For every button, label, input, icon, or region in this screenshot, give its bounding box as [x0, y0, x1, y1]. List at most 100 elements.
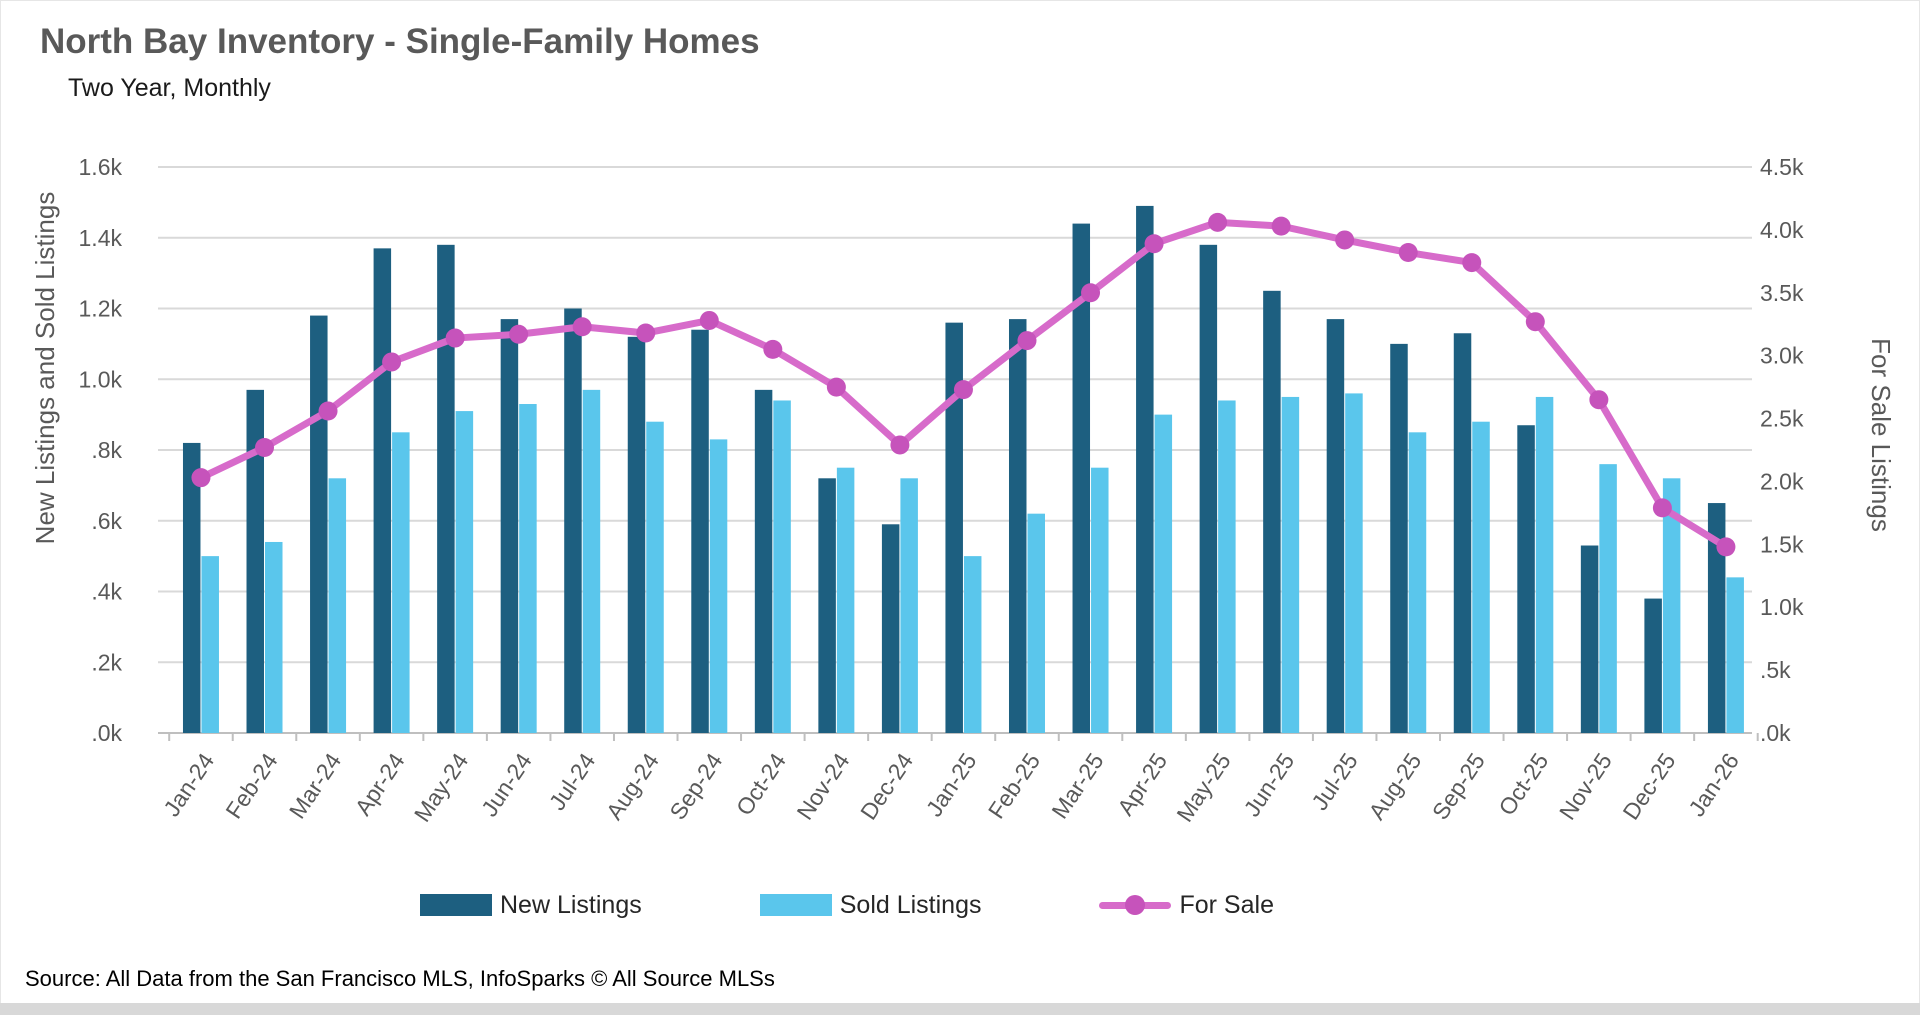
- sold-listings-swatch-icon: [759, 894, 832, 916]
- bar-new-listings-Apr-25[interactable]: [1136, 205, 1154, 734]
- bar-new-listings-Oct-24[interactable]: [754, 389, 773, 733]
- x-axis-label-Aug-25: Aug-25: [1363, 748, 1426, 824]
- for-sale-point-Jun-25[interactable]: [1271, 216, 1291, 236]
- for-sale-point-May-25[interactable]: [1208, 212, 1228, 232]
- x-axis-label-Aug-24: Aug-24: [601, 748, 664, 824]
- for-sale-point-Sep-24[interactable]: [699, 310, 719, 330]
- right-axis-tick-label: 1.5k: [1760, 531, 1804, 557]
- bar-sold-listings-Sep-25[interactable]: [1472, 421, 1490, 733]
- bar-sold-listings-Apr-25[interactable]: [1154, 414, 1173, 733]
- for-sale-point-Aug-24[interactable]: [636, 323, 656, 343]
- bar-sold-listings-Nov-24[interactable]: [836, 467, 855, 733]
- bar-sold-listings-Feb-24[interactable]: [265, 541, 283, 733]
- bar-new-listings-Mar-25[interactable]: [1072, 223, 1091, 733]
- left-axis-tick-label: .2k: [91, 649, 122, 675]
- bar-new-listings-Dec-24[interactable]: [881, 524, 900, 733]
- bar-new-listings-Sep-24[interactable]: [691, 329, 709, 733]
- left-axis-tick-label: 1.4k: [79, 225, 123, 251]
- for-sale-point-Jul-25[interactable]: [1335, 230, 1355, 250]
- legend-label-for-sale: For Sale: [1179, 890, 1274, 919]
- bar-new-listings-May-25[interactable]: [1199, 244, 1218, 733]
- bar-sold-listings-Feb-25[interactable]: [1027, 513, 1045, 733]
- bar-new-listings-Jan-24[interactable]: [182, 442, 201, 733]
- bar-sold-listings-Mar-25[interactable]: [1091, 467, 1109, 733]
- for-sale-point-Oct-25[interactable]: [1525, 312, 1545, 332]
- bar-sold-listings-Dec-25[interactable]: [1662, 478, 1681, 733]
- legend-item-for-sale[interactable]: For Sale: [1099, 890, 1274, 920]
- left-axis-title: New Listings and Sold Listings: [30, 192, 60, 545]
- x-axis-label-Oct-24: Oct-24: [731, 748, 791, 820]
- bar-sold-listings-Jan-25[interactable]: [963, 556, 982, 733]
- left-axis-tick-label: .4k: [91, 579, 122, 605]
- x-axis-label-Nov-24: Nov-24: [791, 748, 854, 824]
- bar-new-listings-Apr-24[interactable]: [373, 248, 392, 734]
- bar-new-listings-Nov-24[interactable]: [818, 478, 836, 733]
- bar-sold-listings-Jan-24[interactable]: [201, 556, 219, 733]
- for-sale-point-Mar-25[interactable]: [1081, 283, 1101, 303]
- bar-sold-listings-Jun-25[interactable]: [1281, 396, 1300, 733]
- for-sale-point-Dec-25[interactable]: [1652, 498, 1672, 518]
- bar-sold-listings-May-25[interactable]: [1218, 400, 1236, 733]
- for-sale-point-Aug-25[interactable]: [1398, 243, 1418, 263]
- for-sale-point-Jan-24[interactable]: [191, 468, 211, 488]
- for-sale-point-Feb-24[interactable]: [255, 437, 275, 457]
- bar-new-listings-Mar-24[interactable]: [310, 315, 328, 733]
- bar-sold-listings-Jul-24[interactable]: [582, 389, 601, 733]
- for-sale-point-Apr-25[interactable]: [1144, 234, 1164, 254]
- x-axis-label-Apr-25: Apr-25: [1112, 748, 1172, 820]
- bar-new-listings-May-24[interactable]: [437, 244, 455, 733]
- bar-sold-listings-Aug-25[interactable]: [1408, 432, 1427, 733]
- bar-new-listings-Jan-26[interactable]: [1707, 503, 1726, 733]
- for-sale-point-Sep-25[interactable]: [1462, 253, 1482, 273]
- x-axis-label-Oct-25: Oct-25: [1493, 748, 1553, 820]
- for-sale-point-Nov-24[interactable]: [826, 377, 846, 397]
- for-sale-point-Apr-24[interactable]: [382, 352, 402, 372]
- for-sale-point-May-24[interactable]: [445, 328, 465, 348]
- bar-sold-listings-Jan-26[interactable]: [1726, 577, 1744, 733]
- for-sale-line-swatch-icon: [1099, 894, 1172, 916]
- bar-sold-listings-Apr-24[interactable]: [392, 432, 410, 733]
- bar-sold-listings-Jul-25[interactable]: [1345, 393, 1363, 733]
- x-axis-label-Mar-24: Mar-24: [284, 748, 346, 823]
- bar-sold-listings-Dec-24[interactable]: [900, 478, 918, 733]
- for-sale-point-Mar-24[interactable]: [318, 401, 338, 421]
- left-axis-tick-label: .0k: [91, 720, 122, 746]
- for-sale-point-Jun-24[interactable]: [509, 324, 529, 344]
- bar-new-listings-Feb-24[interactable]: [246, 389, 265, 733]
- for-sale-point-Jan-25[interactable]: [953, 380, 973, 400]
- chart-legend: New Listings Sold Listings For Sale: [420, 884, 1274, 926]
- bar-new-listings-Aug-25[interactable]: [1390, 343, 1408, 733]
- bar-new-listings-Nov-25[interactable]: [1580, 545, 1599, 733]
- bar-sold-listings-Nov-25[interactable]: [1599, 464, 1617, 733]
- for-sale-point-Jan-26[interactable]: [1716, 537, 1736, 557]
- bar-sold-listings-Oct-24[interactable]: [773, 400, 791, 733]
- bar-sold-listings-Mar-24[interactable]: [328, 478, 347, 733]
- bar-new-listings-Jul-24[interactable]: [564, 308, 582, 734]
- for-sale-point-Feb-25[interactable]: [1017, 331, 1037, 351]
- bar-new-listings-Sep-25[interactable]: [1453, 333, 1472, 733]
- x-axis-label-May-25: May-25: [1171, 748, 1235, 826]
- bar-new-listings-Dec-25[interactable]: [1644, 598, 1662, 733]
- for-sale-point-Oct-24[interactable]: [763, 339, 783, 359]
- bar-new-listings-Jun-24[interactable]: [500, 319, 519, 733]
- bar-sold-listings-Jun-24[interactable]: [519, 404, 537, 733]
- for-sale-point-Nov-25[interactable]: [1589, 390, 1609, 410]
- bar-new-listings-Aug-24[interactable]: [627, 336, 646, 733]
- x-axis-label-Feb-25: Feb-25: [983, 748, 1045, 823]
- bar-sold-listings-Oct-25[interactable]: [1535, 396, 1554, 733]
- bar-new-listings-Feb-25[interactable]: [1008, 319, 1027, 733]
- for-sale-point-Jul-24[interactable]: [572, 317, 592, 337]
- bar-new-listings-Jan-25[interactable]: [945, 322, 963, 733]
- bar-sold-listings-Sep-24[interactable]: [709, 439, 728, 733]
- bar-new-listings-Jun-25[interactable]: [1263, 290, 1281, 733]
- right-axis-tick-label: .5k: [1760, 657, 1791, 683]
- bar-sold-listings-Aug-24[interactable]: [646, 421, 664, 733]
- bar-new-listings-Oct-25[interactable]: [1517, 425, 1535, 733]
- bar-sold-listings-May-24[interactable]: [455, 411, 474, 733]
- legend-item-sold-listings[interactable]: Sold Listings: [759, 891, 981, 920]
- bar-new-listings-Jul-25[interactable]: [1326, 319, 1345, 733]
- legend-item-new-listings[interactable]: New Listings: [420, 891, 642, 920]
- x-axis-label-Jan-26: Jan-26: [1683, 748, 1744, 821]
- for-sale-point-Dec-24[interactable]: [890, 435, 910, 455]
- x-axis-label-Dec-25: Dec-25: [1618, 748, 1681, 824]
